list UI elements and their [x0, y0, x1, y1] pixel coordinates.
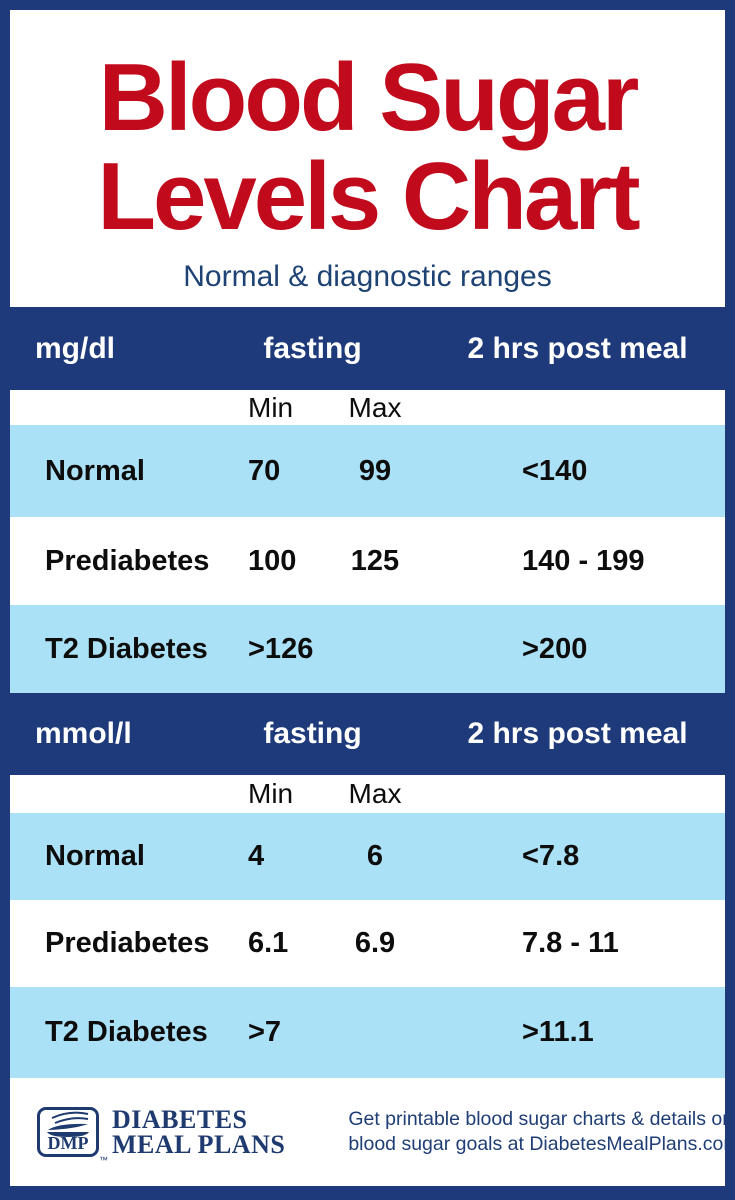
- min-column-header: Min: [248, 778, 294, 809]
- plate-icon: [47, 1111, 89, 1137]
- fasting-min-value: 100: [248, 544, 297, 577]
- row-label: Prediabetes: [45, 544, 210, 577]
- brand-line-2: MEAL PLANS: [112, 1130, 286, 1159]
- table-row-normal-mmoll: Normal 4 6 <7.8: [10, 813, 725, 900]
- table-row-prediabetes-mmoll: Prediabetes 6.1 6.9 7.8 - 11: [10, 900, 725, 987]
- dmp-logo: DMP ™: [37, 1107, 108, 1165]
- table-row-t2diabetes-mmoll: T2 Diabetes >7 >11.1: [10, 987, 725, 1078]
- brand-name: DIABETES MEAL PLANS: [112, 1105, 286, 1159]
- row-label: Normal: [45, 840, 145, 872]
- table-row-normal-mgdl: Normal 70 99 <140: [10, 425, 725, 517]
- fasting-min-value: 6.1: [248, 927, 289, 959]
- fasting-max-value: 6: [366, 840, 384, 872]
- fasting-column-header: fasting: [263, 717, 362, 750]
- title-line-1: Blood Sugar: [98, 44, 640, 151]
- post-meal-value: >200: [522, 632, 588, 665]
- post-meal-value: 7.8 - 11: [522, 927, 619, 959]
- fasting-min-value: >7: [248, 1016, 282, 1048]
- table-row-prediabetes-mgdl: Prediabetes 100 125 140 - 199: [10, 517, 725, 605]
- page-title: Blood Sugar Levels Chart: [10, 10, 725, 246]
- row-label: Normal: [45, 454, 145, 487]
- fasting-min-value: 70: [248, 454, 281, 487]
- post-meal-value: 140 - 199: [522, 544, 645, 577]
- footer-note: Get printable blood sugar charts & detai…: [348, 1107, 735, 1157]
- row-label: T2 Diabetes: [45, 1016, 208, 1048]
- fasting-max-value: 99: [358, 454, 392, 487]
- row-label: T2 Diabetes: [45, 632, 208, 665]
- title-card: Blood Sugar Levels Chart Normal & diagno…: [10, 10, 725, 307]
- post-meal-value: <7.8: [522, 840, 580, 872]
- max-column-header: Max: [348, 391, 402, 423]
- dmp-logo-text: DMP: [47, 1133, 89, 1153]
- unit-header-mgdl: mg/dl: [35, 331, 115, 365]
- post-meal-value: >11.1: [522, 1016, 594, 1048]
- dmp-logo-box: DMP: [37, 1107, 99, 1157]
- minmax-header-row: Min Max: [10, 390, 725, 425]
- page-subtitle: Normal & diagnostic ranges: [183, 260, 552, 293]
- unit-header-mmoll: mmol/l: [35, 717, 132, 750]
- fasting-min-value: 4: [248, 840, 265, 872]
- footer-note-line-2: blood sugar goals at DiabetesMealPlans.c…: [348, 1133, 735, 1155]
- fasting-column-header: fasting: [263, 331, 362, 365]
- min-column-header: Min: [248, 391, 294, 423]
- table-row-t2diabetes-mgdl: T2 Diabetes >126 >200: [10, 605, 725, 693]
- trademark-symbol: ™: [99, 1155, 108, 1165]
- brand-line-1: DIABETES: [112, 1105, 248, 1134]
- footer-card: DMP ™ DIABETES MEAL PLANS Get printable …: [10, 1078, 735, 1186]
- row-label: Prediabetes: [45, 927, 210, 959]
- minmax-header-row: Min Max: [10, 775, 725, 813]
- max-column-header: Max: [348, 778, 402, 809]
- title-line-2: Levels Chart: [97, 143, 640, 250]
- post-meal-column-header: 2 hrs post meal: [467, 717, 688, 750]
- footer-note-line-1: Get printable blood sugar charts & detai…: [348, 1108, 734, 1130]
- fasting-min-value: >126: [248, 632, 314, 665]
- fasting-max-value: 125: [350, 544, 400, 577]
- post-meal-column-header: 2 hrs post meal: [467, 331, 688, 365]
- table-mmoll-header-band: mmol/l fasting 2 hrs post meal: [0, 693, 735, 775]
- table-mgdl-header-band: mg/dl fasting 2 hrs post meal: [0, 307, 735, 390]
- fasting-max-value: 6.9: [354, 927, 396, 959]
- post-meal-value: <140: [522, 454, 588, 487]
